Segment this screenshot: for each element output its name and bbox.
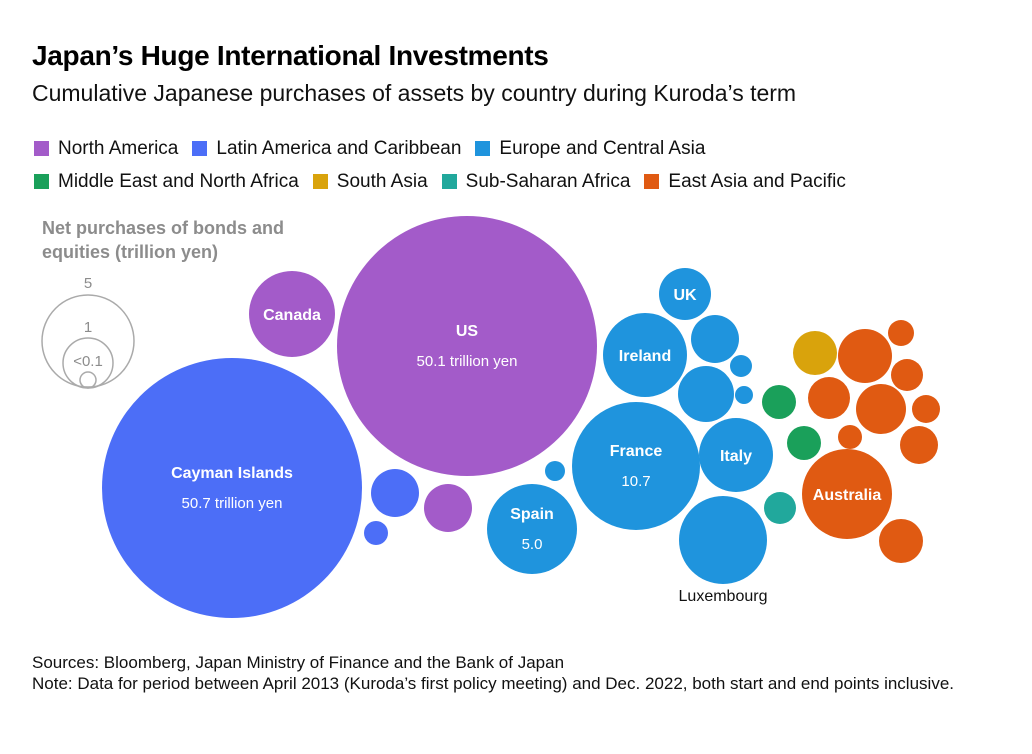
bubble: [838, 425, 862, 449]
bubble-label: Australia: [813, 487, 882, 504]
bubble-label: Spain: [510, 506, 554, 523]
bubble-chart: Net purchases of bonds and equities (tril…: [41, 216, 940, 618]
bubble-label: UK: [673, 287, 697, 304]
bubble: [764, 492, 796, 524]
bubble: [888, 320, 914, 346]
legend-swatch: [644, 174, 660, 189]
sources-line: Sources: Bloomberg, Japan Ministry of Fi…: [32, 653, 565, 672]
legend-item: Europe and Central Asia: [475, 138, 705, 160]
bubble: [424, 484, 472, 532]
legend-row: North America Latin America and Caribbean…: [34, 132, 1014, 165]
bubble-label: US: [456, 323, 479, 340]
legend-label: Europe and Central Asia: [499, 137, 706, 159]
legend-label: Sub-Saharan Africa: [465, 170, 631, 192]
bubble-value-label: 50.7 trillion yen: [182, 495, 283, 512]
legend-item: Middle East and North Africa: [34, 171, 299, 193]
bubble: [102, 358, 362, 618]
bubble: [691, 315, 739, 363]
bubble-label: France: [610, 443, 663, 460]
legend-item: South Asia: [312, 170, 428, 193]
legend-row: Middle East and North Africa South Asia Su…: [34, 165, 1014, 198]
legend-swatch: [475, 141, 491, 156]
bubble-label: Italy: [720, 448, 752, 465]
bubble: [603, 313, 687, 397]
bubble: [337, 216, 597, 476]
bubble-label: Canada: [263, 307, 321, 324]
legend-item: East Asia and Pacific: [644, 170, 846, 193]
size-key-circle: [79, 371, 97, 389]
legend-label: Latin America and Caribbean: [216, 137, 462, 159]
legend-label: North America: [58, 137, 179, 159]
legend-item: Latin America and Caribbean: [192, 138, 461, 160]
chart-subtitle: Cumulative Japanese purchases of assets …: [32, 80, 797, 106]
legend-swatch: [34, 174, 49, 189]
bubble: [838, 329, 892, 383]
bubble: [891, 359, 923, 391]
bubble: [900, 426, 938, 464]
bubble: [699, 418, 773, 492]
bubble: [879, 519, 923, 563]
size-key-title: equities (trillion yen): [42, 242, 218, 262]
chart-title: Japan’s Huge International Investments: [32, 40, 549, 71]
size-key-label: <0.1: [73, 353, 103, 370]
bubble: [793, 331, 837, 375]
legend-item: North America: [34, 138, 178, 160]
bubble-value-label: 5.0: [522, 536, 543, 553]
legend: North America Latin America and Caribbean…: [34, 132, 1014, 198]
size-key-title: Net purchases of bonds and: [42, 218, 284, 238]
legend-swatch: [441, 174, 457, 189]
bubble: [856, 384, 906, 434]
bubble-label: Luxembourg: [679, 588, 768, 605]
legend-swatch: [34, 141, 49, 156]
legend-label: South Asia: [336, 170, 428, 192]
bubble: [545, 461, 565, 481]
bubble: [487, 484, 577, 574]
size-key-circle: [41, 294, 135, 388]
bubble: [679, 496, 767, 584]
bubble-label: Cayman Islands: [171, 465, 293, 482]
legend-label: East Asia and Pacific: [668, 170, 846, 192]
bubble-value-label: 50.1 trillion yen: [417, 353, 518, 370]
legend-label: Middle East and North Africa: [58, 170, 299, 192]
bubble: [762, 385, 796, 419]
legend-swatch: [312, 174, 328, 189]
bubble: [659, 268, 711, 320]
bubble: [735, 386, 753, 404]
bubble-value-label: 10.7: [621, 473, 650, 490]
sources-note: Sources: Bloomberg, Japan Ministry of Fi…: [32, 652, 992, 694]
bubble: [787, 426, 821, 460]
bubble: [364, 521, 388, 545]
bubble: [678, 366, 734, 422]
note-line: Note: Data for period between April 2013…: [32, 674, 954, 693]
bubble: [808, 377, 850, 419]
bubble: [912, 395, 940, 423]
bubble: [371, 469, 419, 517]
size-key-label: 5: [84, 275, 92, 292]
legend-item: Sub-Saharan Africa: [441, 170, 631, 193]
bubble: [249, 271, 335, 357]
bubble: [730, 355, 752, 377]
bubble-label: Ireland: [619, 348, 671, 365]
bubble: [572, 402, 700, 530]
size-key-label: 1: [84, 319, 92, 336]
legend-swatch: [192, 141, 208, 156]
bubble: [802, 449, 892, 539]
